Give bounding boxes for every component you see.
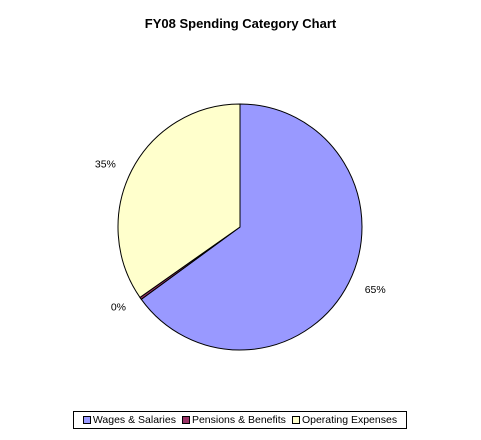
- legend-item-operating: Operating Expenses: [291, 414, 398, 426]
- legend-label-operating: Operating Expenses: [301, 414, 398, 426]
- pie-label-operating: 35%: [95, 159, 116, 171]
- legend: Wages & Salaries Pensions & Benefits Ope…: [73, 411, 407, 429]
- legend-swatch-pensions: [181, 416, 190, 424]
- legend-swatch-wages: [82, 416, 91, 424]
- pie-slice-wages: [140, 103, 363, 351]
- legend-label-wages: Wages & Salaries: [92, 414, 176, 426]
- pie-label-pensions: 0%: [111, 302, 126, 314]
- legend-label-pensions: Pensions & Benefits: [191, 414, 286, 426]
- pie-label-wages: 65%: [365, 284, 386, 296]
- legend-item-pensions: Pensions & Benefits: [181, 414, 286, 426]
- legend-swatch-operating: [291, 416, 300, 424]
- pie-slice-operating: [117, 103, 241, 299]
- pie-chart: 65% 0% 35%: [95, 103, 386, 351]
- legend-item-wages: Wages & Salaries: [82, 414, 176, 426]
- chart-title: FY08 Spending Category Chart: [144, 16, 337, 31]
